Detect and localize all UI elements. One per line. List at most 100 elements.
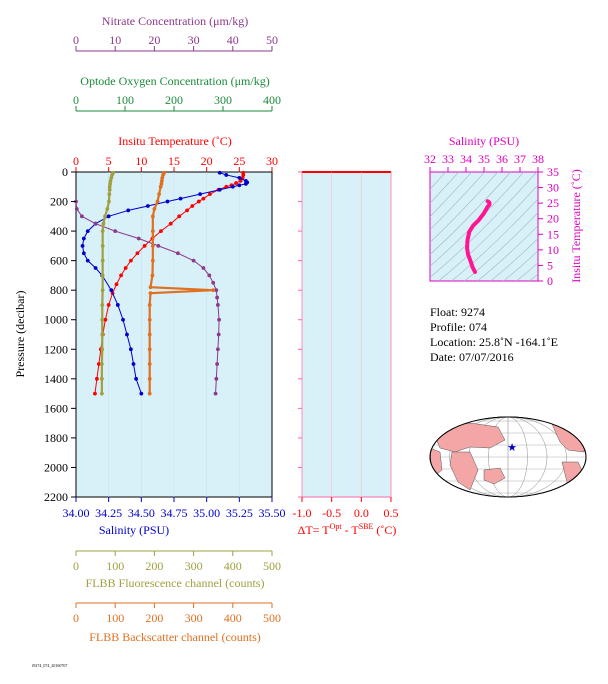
pressure-axis-title: Pressure (decibar): [13, 291, 27, 378]
salinity-tick-label: 34.25: [95, 506, 122, 520]
salinity-point: [85, 258, 90, 263]
temperature-point: [119, 273, 123, 278]
ts-temperature-title: Insitu Temperature (˚C): [569, 169, 583, 283]
backscatter-tick-label: 100: [106, 611, 124, 625]
nitrate-point: [216, 332, 221, 337]
temperature-tick-label: 25: [233, 154, 245, 168]
temperature-point: [241, 173, 246, 177]
salinity-tick-label: 35.25: [226, 506, 253, 520]
nitrate-point: [216, 303, 220, 307]
fluorescence-point: [108, 181, 113, 186]
temperature-point: [128, 258, 133, 263]
ts-temperature-tick-label: 20: [547, 212, 559, 226]
fluorescence-point: [100, 317, 105, 322]
backscatter-point: [158, 184, 163, 189]
ts-contour-line: [529, 273, 538, 281]
pressure-tick-label: 0: [62, 165, 68, 179]
nitrate-tick-label: 40: [227, 33, 239, 47]
backscatter-tick-label: 0: [73, 611, 79, 625]
pressure-tick-label: 2200: [44, 490, 68, 504]
temperature-point: [96, 362, 101, 366]
backscatter-point: [148, 285, 153, 290]
fluorescence-point: [100, 229, 105, 233]
temperature-tick-label: 5: [106, 154, 112, 168]
oxygen-tick-label: 100: [116, 93, 134, 107]
salinity-axis-title: Salinity (PSU): [99, 523, 169, 537]
temperature-point: [123, 266, 128, 270]
footer-code: f9274_074_20160707: [32, 663, 67, 668]
fluorescence-point: [107, 192, 112, 197]
salinity-point: [230, 184, 235, 189]
pressure-axis: 0 200 400 600 800 1000 1200 1400 1600 1800 2000 220…: [44, 165, 76, 504]
nitrate-point: [214, 288, 219, 293]
fluorescence-point: [99, 391, 104, 396]
nitrate-point: [113, 229, 118, 233]
fluorescence-point: [99, 362, 104, 366]
oxygen-tick-label: 400: [263, 93, 281, 107]
float-location-marker: ★: [507, 442, 517, 454]
temperature-point: [168, 221, 173, 226]
nitrate-tick-label: 20: [148, 33, 160, 47]
salinity-point: [198, 192, 203, 197]
ts-salinity-tick-label: 33: [442, 152, 454, 166]
nitrate-point: [74, 207, 79, 211]
salinity-point: [128, 347, 133, 352]
salinity-tick-label: 35.00: [193, 506, 220, 520]
salinity-tick-label: 34.00: [63, 506, 90, 520]
map-meridian: [449, 417, 567, 497]
fluorescence-point: [100, 258, 105, 263]
temperature-point: [190, 204, 195, 208]
fluorescence-point: [108, 178, 113, 183]
salinity-axis: 34.00 34.25 34.50 34.75 35.00 35.25 35.50: [63, 497, 286, 520]
ts-temperature-tick-label: 10: [547, 243, 559, 257]
ts-salinity-tick-label: 38: [532, 152, 544, 166]
fluorescence-tick-label: 300: [185, 559, 203, 573]
temperature-axis: 0 5 10 15 20 25 30: [73, 154, 278, 172]
backscatter-tick-label: 200: [145, 611, 163, 625]
nitrate-axis-title: Nitrate Concentration (μm/kg): [102, 14, 248, 28]
ts-contour-line: [430, 172, 486, 231]
backscatter-point: [147, 303, 152, 307]
map-meridian: [488, 417, 528, 497]
map-landmass: [449, 451, 479, 491]
backscatter-point: [211, 288, 216, 293]
salinity-point: [109, 288, 114, 293]
fluorescence-point: [105, 207, 110, 211]
nitrate-point: [136, 236, 141, 241]
fluorescence-point: [109, 176, 114, 180]
ts-contour-line: [503, 250, 538, 281]
salinity-point: [126, 208, 131, 213]
backscatter-tick-label: 400: [224, 611, 242, 625]
pressure-tick-label: 1600: [44, 401, 68, 415]
ts-temperature-tick-label: 15: [547, 227, 559, 241]
oxygen-axis-title: Optode Oxygen Concentration (μm/kg): [80, 74, 269, 88]
ts-salinity-title: Salinity (PSU): [449, 134, 519, 148]
ts-contour-line: [438, 184, 538, 281]
delta-t-axis: -1.0 -0.5 0.0 0.5: [293, 497, 399, 520]
temperature-tick-label: 10: [135, 154, 147, 168]
backscatter-axis-title: FLBB Backscatter channel (counts): [89, 630, 261, 644]
delta-t-tick-label: 0.5: [384, 506, 399, 520]
temperature-point: [135, 251, 140, 256]
temperature-tick-label: 0: [73, 154, 79, 168]
nitrate-tick-label: 50: [266, 33, 278, 47]
backscatter-point: [150, 229, 155, 233]
ts-density-contours: [430, 172, 538, 281]
temperature-point: [95, 376, 99, 381]
backscatter-point: [150, 273, 155, 278]
map-landmass: [483, 467, 506, 485]
backscatter-tick-label: 300: [185, 611, 203, 625]
fluorescence-point: [107, 199, 111, 204]
backscatter-point: [147, 347, 152, 352]
fluorescence-point: [100, 303, 105, 307]
salinity-point: [243, 181, 248, 186]
delta-t-tick-label: 0.0: [354, 506, 369, 520]
pressure-tick-label: 1200: [44, 342, 68, 356]
map-graticule: [430, 417, 586, 497]
backscatter-point: [147, 332, 152, 337]
ts-salinity-tick-label: 36: [496, 152, 508, 166]
backscatter-point: [147, 391, 152, 396]
float-info: Float: 9274 Profile: 074 Location: 25.8˚…: [430, 305, 558, 365]
fluorescence-point: [100, 288, 105, 293]
ts-contour-line: [430, 172, 538, 278]
